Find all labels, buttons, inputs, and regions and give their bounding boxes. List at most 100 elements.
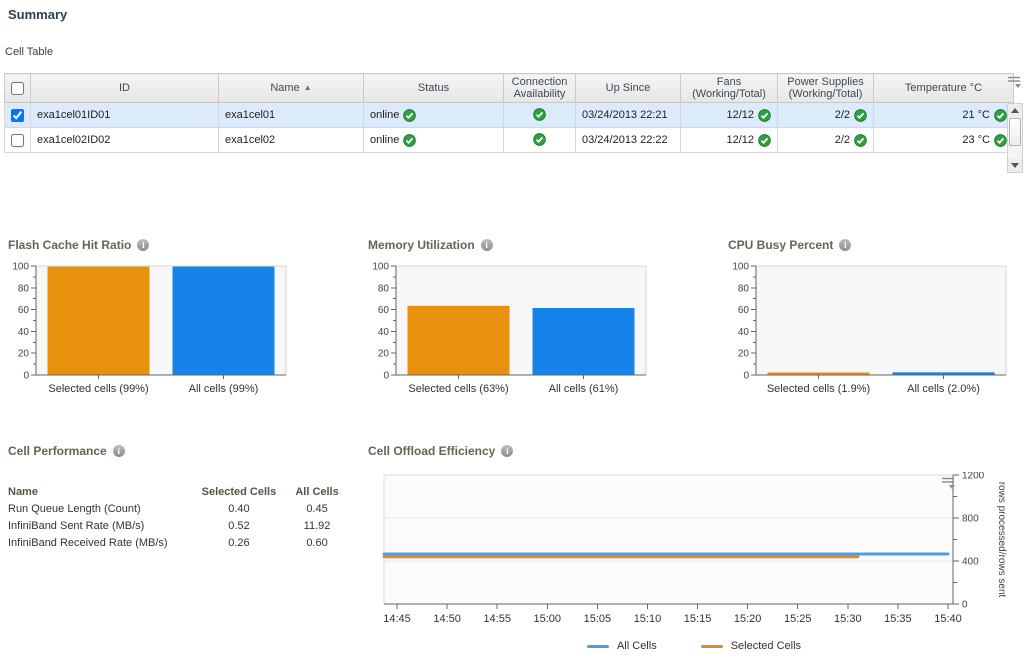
row-checkbox-cell[interactable] <box>4 127 31 153</box>
svg-text:All cells (61%): All cells (61%) <box>549 383 619 395</box>
svg-text:0: 0 <box>743 371 749 382</box>
svg-text:14:55: 14:55 <box>483 613 511 625</box>
cell-temperature: 23 °C <box>873 127 1014 153</box>
scroll-down-button[interactable] <box>1008 159 1022 172</box>
connection-ok-icon <box>533 108 546 121</box>
chart-title: Flash Cache Hit Ratio <box>8 238 132 252</box>
cell-status: online <box>363 127 504 153</box>
svg-text:80: 80 <box>378 283 390 294</box>
info-icon[interactable]: i <box>501 445 514 457</box>
svg-text:60: 60 <box>18 305 30 316</box>
metric-selected-value: 0.52 <box>228 519 250 532</box>
legend-swatch <box>586 644 609 648</box>
cell-performance-panel: Cell Performance i Name Selected Cells Al… <box>0 444 350 551</box>
bar-chart-canvas: 0 20 40 60 80 100 Selected cells (99%) All cell… <box>12 262 287 395</box>
info-icon[interactable]: i <box>137 239 150 251</box>
svg-text:All cells (99%): All cells (99%) <box>189 383 259 395</box>
bar-chart-canvas: 0 20 40 60 80 100 Selected cells (63%) All cell… <box>372 262 647 395</box>
svg-text:20: 20 <box>18 349 30 360</box>
svg-text:400: 400 <box>962 557 979 568</box>
chart-options-menu-icon[interactable] <box>941 477 956 490</box>
table-row[interactable]: exa1cel02ID02 exa1cel02 online 03/24/201… <box>4 127 1014 153</box>
cell-up-since: 03/24/2013 22:22 <box>575 127 681 153</box>
cell-connection <box>503 127 576 153</box>
chart-title: Memory Utilization <box>368 238 475 252</box>
svg-text:40: 40 <box>378 327 390 338</box>
column-header-temperature[interactable]: Temperature °C <box>873 73 1014 103</box>
row-checkbox-cell[interactable] <box>4 102 31 128</box>
row-checkbox[interactable] <box>11 133 24 147</box>
column-header-connection-availability[interactable]: Connection Availability <box>503 73 576 103</box>
table-vertical-scrollbar[interactable] <box>1007 103 1023 173</box>
svg-text:15:20: 15:20 <box>734 613 762 625</box>
column-header-fans[interactable]: Fans (Working/Total) <box>680 73 778 103</box>
cell-name: exa1cel02 <box>218 127 364 153</box>
sort-ascending-icon: ▲ <box>303 83 312 92</box>
memory-utilization-chart: Memory Utilization i 0 20 40 60 80 100 Selected… <box>360 238 700 398</box>
select-all-checkbox-cell[interactable] <box>4 73 31 103</box>
cell-fans: 12/12 <box>680 127 778 153</box>
svg-text:15:10: 15:10 <box>634 613 662 625</box>
column-header-name[interactable]: Name ▲ <box>218 73 364 103</box>
svg-text:15:40: 15:40 <box>934 613 962 625</box>
table-options-menu-icon[interactable] <box>1007 76 1022 89</box>
metric-all-value: 0.45 <box>306 502 328 515</box>
svg-text:1200: 1200 <box>962 472 985 482</box>
perf-header-name: Name <box>8 486 38 498</box>
legend-swatch <box>700 644 723 648</box>
info-icon[interactable]: i <box>480 239 493 251</box>
cell-performance-table: Name Selected Cells All Cells Run Queue … <box>8 484 350 551</box>
svg-text:0: 0 <box>383 371 389 382</box>
svg-text:Selected cells (99%): Selected cells (99%) <box>48 383 148 395</box>
cell-table: ID Name ▲ Status Connection Availability … <box>4 73 1014 153</box>
svg-text:40: 40 <box>18 327 30 338</box>
svg-text:14:50: 14:50 <box>433 613 461 625</box>
svg-text:100: 100 <box>12 262 29 273</box>
legend-item-selected-cells[interactable]: Selected Cells <box>700 640 801 652</box>
column-header-status[interactable]: Status <box>363 73 504 103</box>
metric-name: InfiniBand Sent Rate (MB/s) <box>8 519 145 532</box>
status-ok-icon <box>403 133 417 147</box>
cell-offload-efficiency-chart: Cell Offload Efficiency i 0 400 800 1200 14:4… <box>360 444 1028 652</box>
chart-legend: All Cells Selected Cells <box>360 640 1028 652</box>
cell-table-label: Cell Table <box>5 46 54 58</box>
info-icon[interactable]: i <box>112 445 125 457</box>
cell-fans: 12/12 <box>680 102 778 128</box>
row-checkbox[interactable] <box>11 108 24 122</box>
svg-text:60: 60 <box>378 305 390 316</box>
svg-text:800: 800 <box>962 514 979 525</box>
metric-all-value: 0.60 <box>306 536 328 549</box>
scrollbar-thumb[interactable] <box>1009 118 1021 146</box>
svg-text:80: 80 <box>738 283 750 294</box>
svg-text:40: 40 <box>738 327 750 338</box>
column-header-id[interactable]: ID <box>30 73 219 103</box>
info-icon[interactable]: i <box>839 239 852 251</box>
page-title: Summary <box>8 7 68 22</box>
svg-text:15:05: 15:05 <box>584 613 612 625</box>
svg-text:100: 100 <box>372 262 389 273</box>
fans-ok-icon <box>758 133 771 147</box>
cell-table-header-row: ID Name ▲ Status Connection Availability … <box>4 73 1014 103</box>
perf-row: Run Queue Length (Count) 0.40 0.45 <box>8 500 350 517</box>
scroll-up-icon <box>1011 108 1019 113</box>
svg-text:rows processed/rows sent: rows processed/rows sent <box>996 482 1007 598</box>
column-header-power-supplies[interactable]: Power Supplies (Working/Total) <box>777 73 874 103</box>
fans-ok-icon <box>758 108 771 122</box>
connection-ok-icon <box>533 133 546 146</box>
svg-text:15:35: 15:35 <box>884 613 912 625</box>
column-header-up-since[interactable]: Up Since <box>575 73 681 103</box>
cpu-busy-percent-chart: CPU Busy Percent i 0 20 40 60 80 100 Selected c… <box>720 238 1028 398</box>
scroll-up-button[interactable] <box>1008 104 1022 117</box>
svg-text:15:30: 15:30 <box>834 613 862 625</box>
panel-title: Cell Performance <box>8 444 107 458</box>
perf-header-row: Name Selected Cells All Cells <box>8 484 350 500</box>
scroll-down-icon <box>1011 163 1019 168</box>
select-all-checkbox[interactable] <box>11 81 24 95</box>
legend-item-all-cells[interactable]: All Cells <box>586 640 657 652</box>
svg-text:60: 60 <box>738 305 750 316</box>
svg-text:20: 20 <box>378 349 390 360</box>
perf-row: InfiniBand Sent Rate (MB/s) 0.52 11.92 <box>8 517 350 534</box>
table-row[interactable]: exa1cel01ID01 exa1cel01 online 03/24/201… <box>4 102 1014 128</box>
svg-text:80: 80 <box>18 283 30 294</box>
svg-text:15:25: 15:25 <box>784 613 812 625</box>
